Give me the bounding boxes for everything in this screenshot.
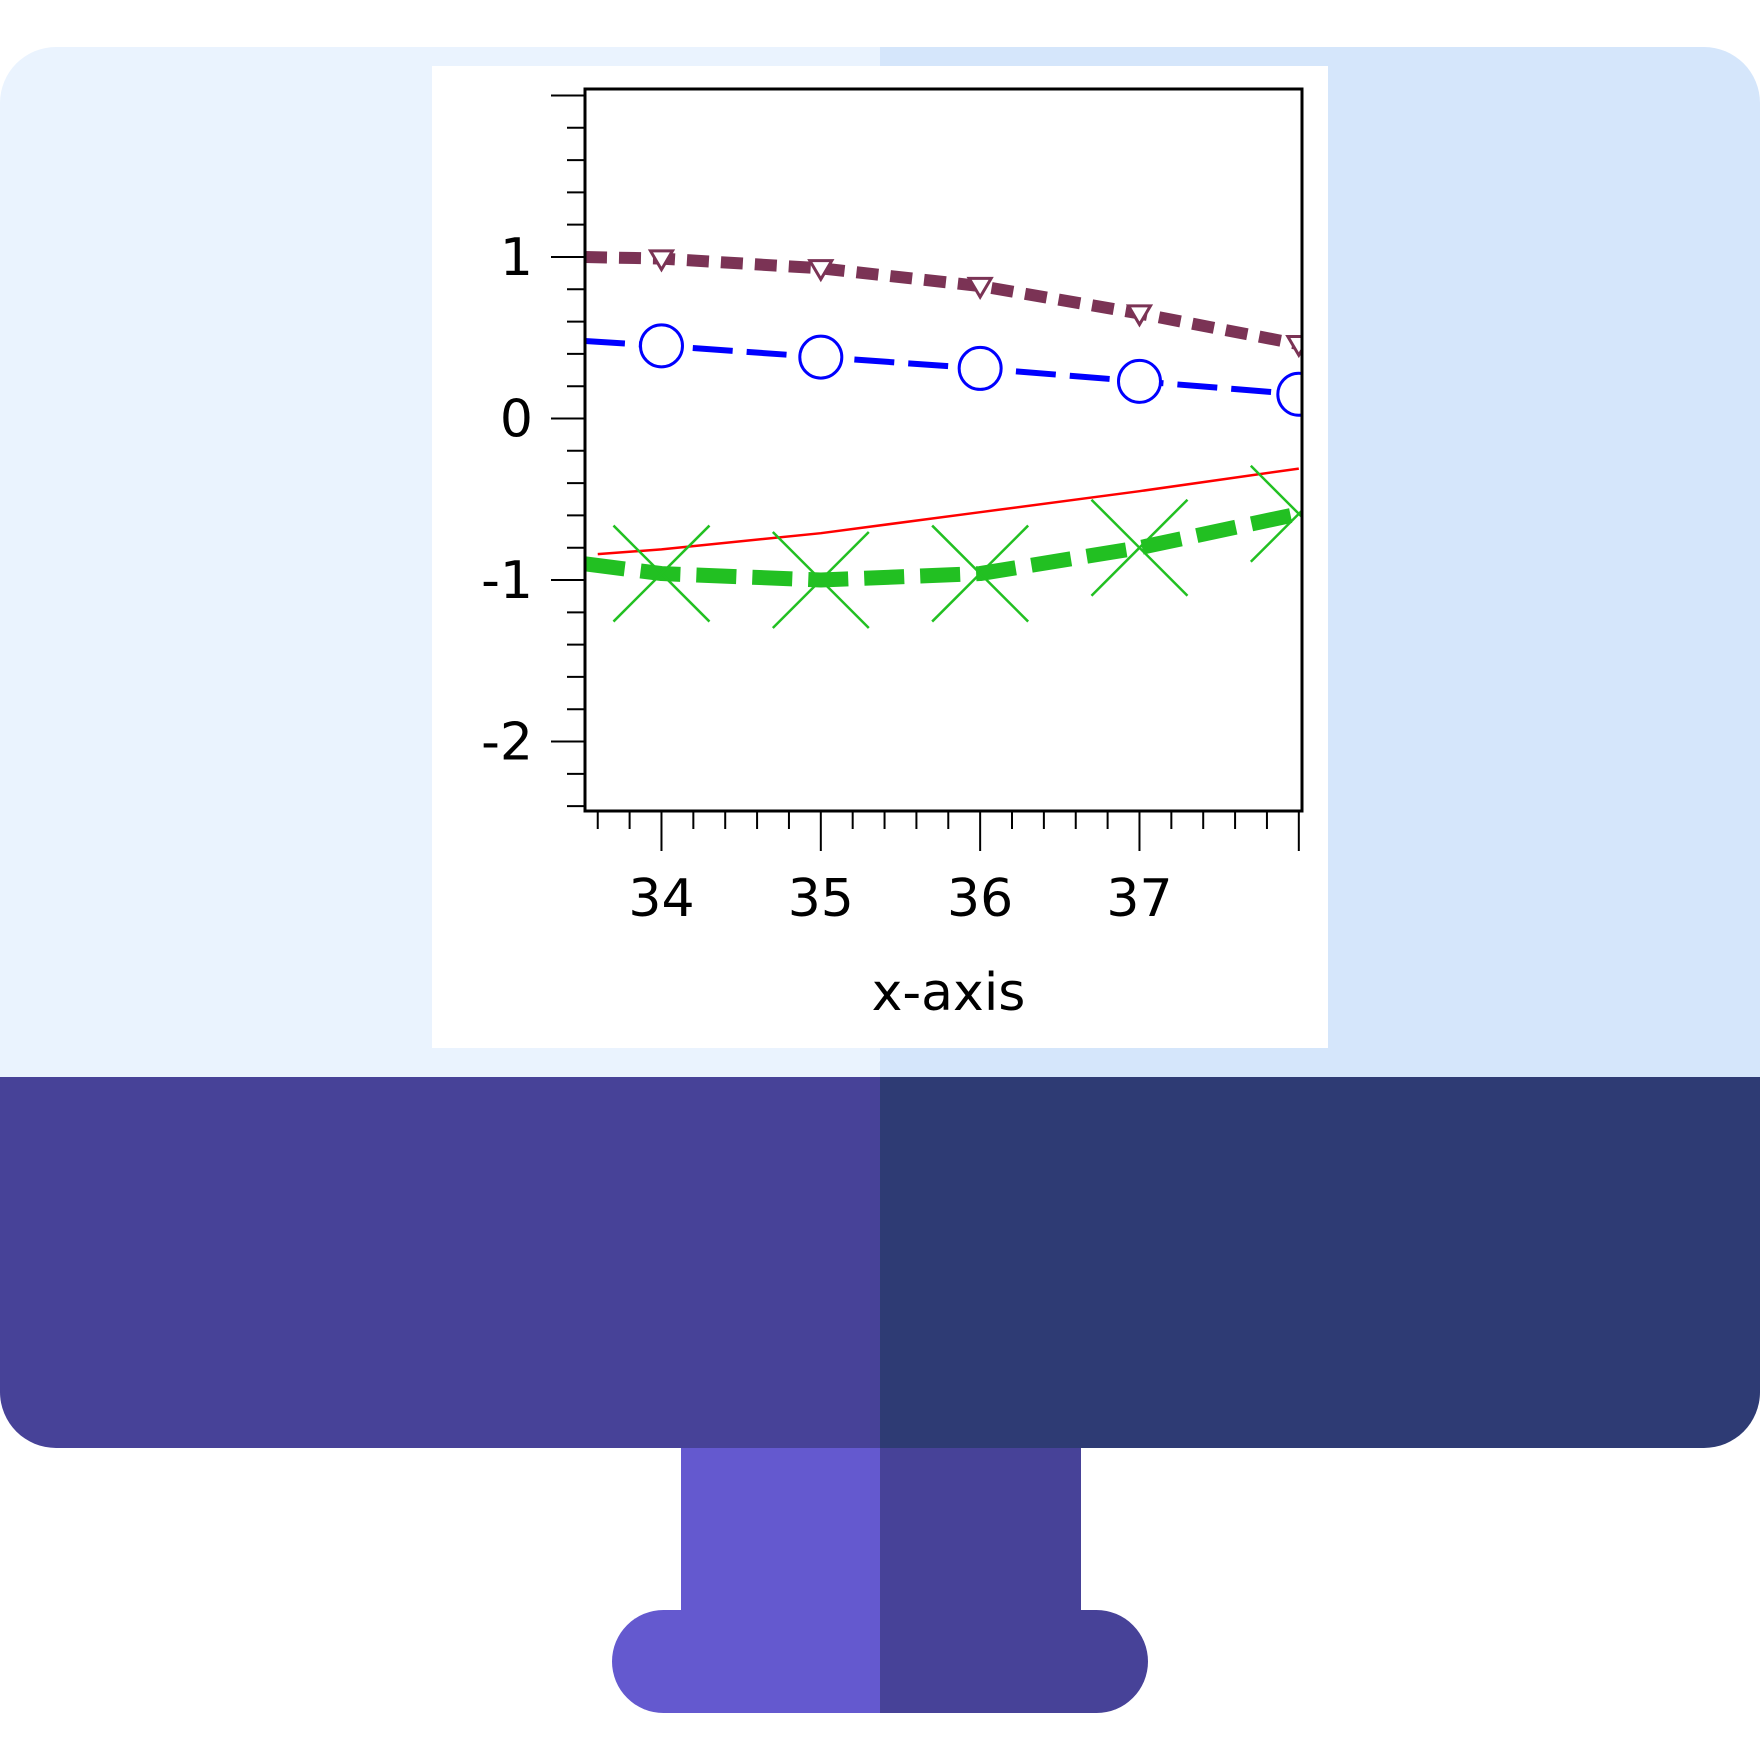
series-1 [585,249,1302,359]
series-4 [585,464,1302,629]
triangle-marker [647,249,676,273]
monitor-stand-neck-left [681,1448,880,1618]
x-tick-label: 35 [788,869,854,929]
x-tick-label: 36 [947,869,1013,929]
circle-marker [638,323,684,369]
series-3 [597,467,1299,556]
series-line [585,337,1300,398]
monitor-stand-foot-left [612,1610,880,1713]
series-line [585,250,1300,351]
x-axis: 34 35 36 37 [596,811,1300,929]
y-tick-label: -2 [481,713,533,773]
triangle-marker [1285,335,1302,359]
triangle-marker [807,259,835,283]
circle-marker [1276,371,1302,417]
plot-frame [583,87,1304,813]
monitor-bezel-left [0,1077,880,1448]
circle-marker [798,334,844,380]
triangle-marker [1125,304,1154,328]
x-marker-stroke [612,524,711,623]
x-axis-title: x-axis [872,963,1026,1023]
x-marker-stroke [771,531,870,629]
y-tick-label: -1 [481,551,533,611]
monitor-stand-neck-right [880,1448,1081,1618]
chart-card: 1 0 -1 -2 34 35 36 37 x-axis [432,66,1328,1048]
x-tick-label: 37 [1106,869,1172,929]
y-axis: 1 0 -1 -2 [481,94,585,808]
circle-marker [1116,358,1162,404]
x-tick-label: 34 [628,869,694,929]
monitor-stand-foot-right [880,1610,1148,1713]
series-line [597,467,1299,556]
circle-marker [957,345,1003,391]
series-layer [585,249,1302,629]
series-2 [585,323,1302,417]
x-marker-stroke [1090,498,1189,597]
y-tick-label: 0 [500,390,533,450]
x-marker-stroke [931,524,1030,623]
triangle-marker [966,276,994,301]
x-marker-stroke [1249,508,1302,563]
monitor-bezel-right [880,1077,1760,1448]
series-line [585,506,1301,588]
line-chart: 1 0 -1 -2 34 35 36 37 x-axis [481,87,1304,1023]
y-tick-label: 1 [500,228,533,288]
